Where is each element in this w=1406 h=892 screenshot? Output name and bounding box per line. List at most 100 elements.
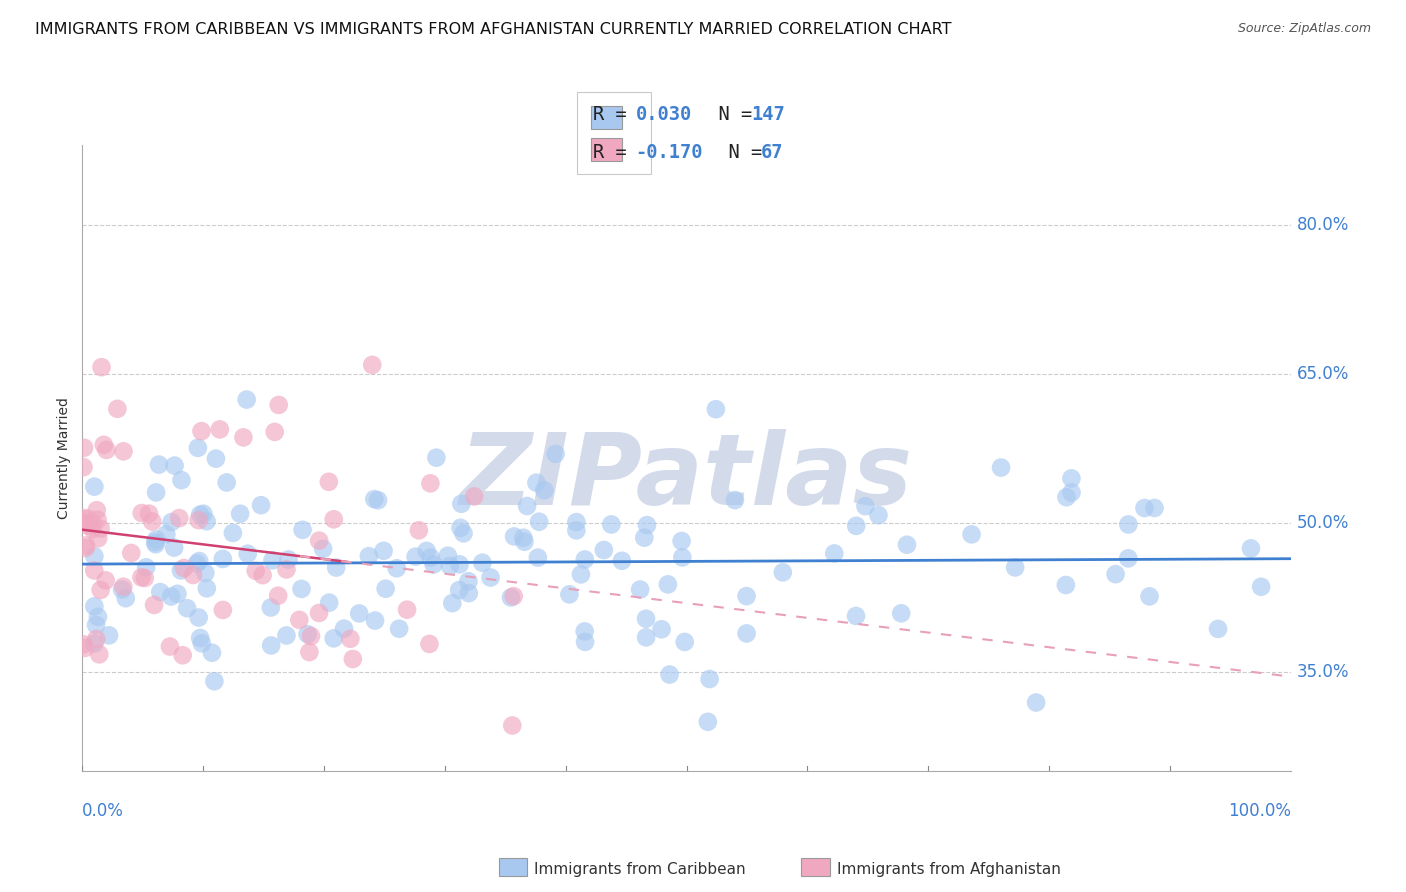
Point (396, 602, 419, 616)
Point (72, 637, 94, 651)
Point (357, 549, 380, 563)
Point (592, 543, 614, 558)
Point (1139, 590, 1161, 604)
Point (388, 622, 411, 636)
Point (166, 587, 188, 601)
Point (267, 398, 290, 412)
Point (235, 392, 257, 407)
Point (449, 558, 471, 572)
Text: R =: R = (593, 143, 638, 161)
Point (574, 624, 596, 639)
Point (419, 550, 441, 565)
Point (86, 512, 108, 526)
Point (93, 438, 115, 452)
Point (636, 518, 658, 533)
Point (288, 613, 311, 627)
Point (111, 582, 134, 597)
Text: Source: ZipAtlas.com: Source: ZipAtlas.com (1237, 22, 1371, 36)
Point (896, 538, 918, 552)
Point (187, 441, 209, 455)
Point (188, 508, 211, 522)
Point (84, 632, 107, 646)
Point (312, 541, 335, 556)
Point (339, 632, 361, 646)
Point (193, 507, 215, 521)
Point (222, 525, 245, 540)
Point (308, 533, 330, 548)
Point (208, 422, 231, 436)
Text: IMMIGRANTS FROM CARIBBEAN VS IMMIGRANTS FROM AFGHANISTAN CURRENTLY MARRIED CORRE: IMMIGRANTS FROM CARIBBEAN VS IMMIGRANTS … (35, 22, 952, 37)
Point (333, 622, 356, 636)
Point (1118, 517, 1140, 532)
Point (145, 537, 167, 551)
Point (1025, 696, 1047, 710)
Point (342, 652, 364, 666)
Point (299, 629, 322, 643)
Point (96, 442, 118, 457)
Point (83, 480, 105, 494)
Point (527, 515, 550, 529)
Point (98, 628, 121, 642)
Point (671, 534, 693, 549)
Point (82, 522, 104, 536)
Point (107, 401, 129, 416)
Point (308, 606, 330, 620)
Point (232, 430, 254, 444)
Y-axis label: Currently Married: Currently Married (58, 397, 72, 519)
Point (990, 460, 1012, 475)
Point (267, 589, 290, 603)
Point (516, 499, 538, 513)
Point (298, 645, 321, 659)
Point (188, 631, 211, 645)
Point (347, 607, 370, 621)
Point (187, 513, 209, 527)
Point (1240, 541, 1263, 556)
Point (422, 558, 444, 572)
Point (544, 447, 567, 461)
Point (450, 521, 472, 535)
Point (450, 497, 472, 511)
Point (131, 570, 153, 584)
Point (363, 492, 385, 507)
Point (533, 483, 555, 498)
Point (83, 599, 105, 614)
Point (131, 506, 153, 520)
Point (502, 589, 524, 603)
Point (501, 718, 523, 732)
Point (574, 635, 596, 649)
Point (1116, 551, 1139, 566)
Point (1104, 567, 1126, 582)
Point (569, 567, 592, 582)
Point (75, 538, 97, 552)
Point (120, 546, 142, 560)
Point (160, 515, 183, 529)
Point (772, 566, 794, 580)
Text: 50.0%: 50.0% (1296, 514, 1350, 532)
Point (367, 493, 389, 508)
Point (94, 574, 117, 588)
Text: 0.030: 0.030 (636, 105, 692, 124)
Point (172, 648, 194, 663)
Point (252, 568, 274, 582)
Point (191, 636, 214, 650)
Point (245, 564, 267, 578)
Point (75, 541, 97, 555)
Point (212, 552, 235, 566)
Text: R =: R = (593, 105, 638, 124)
Point (250, 498, 273, 512)
Point (633, 531, 655, 545)
Point (325, 560, 347, 574)
Point (276, 628, 298, 642)
Point (322, 632, 344, 646)
Point (558, 587, 581, 601)
Point (83, 549, 105, 564)
Point (565, 524, 588, 538)
Point (186, 557, 208, 571)
Point (634, 612, 657, 626)
Point (527, 550, 550, 565)
Point (173, 561, 195, 575)
Point (77, 512, 100, 526)
Point (374, 582, 396, 596)
Point (735, 589, 758, 603)
Point (425, 450, 447, 465)
